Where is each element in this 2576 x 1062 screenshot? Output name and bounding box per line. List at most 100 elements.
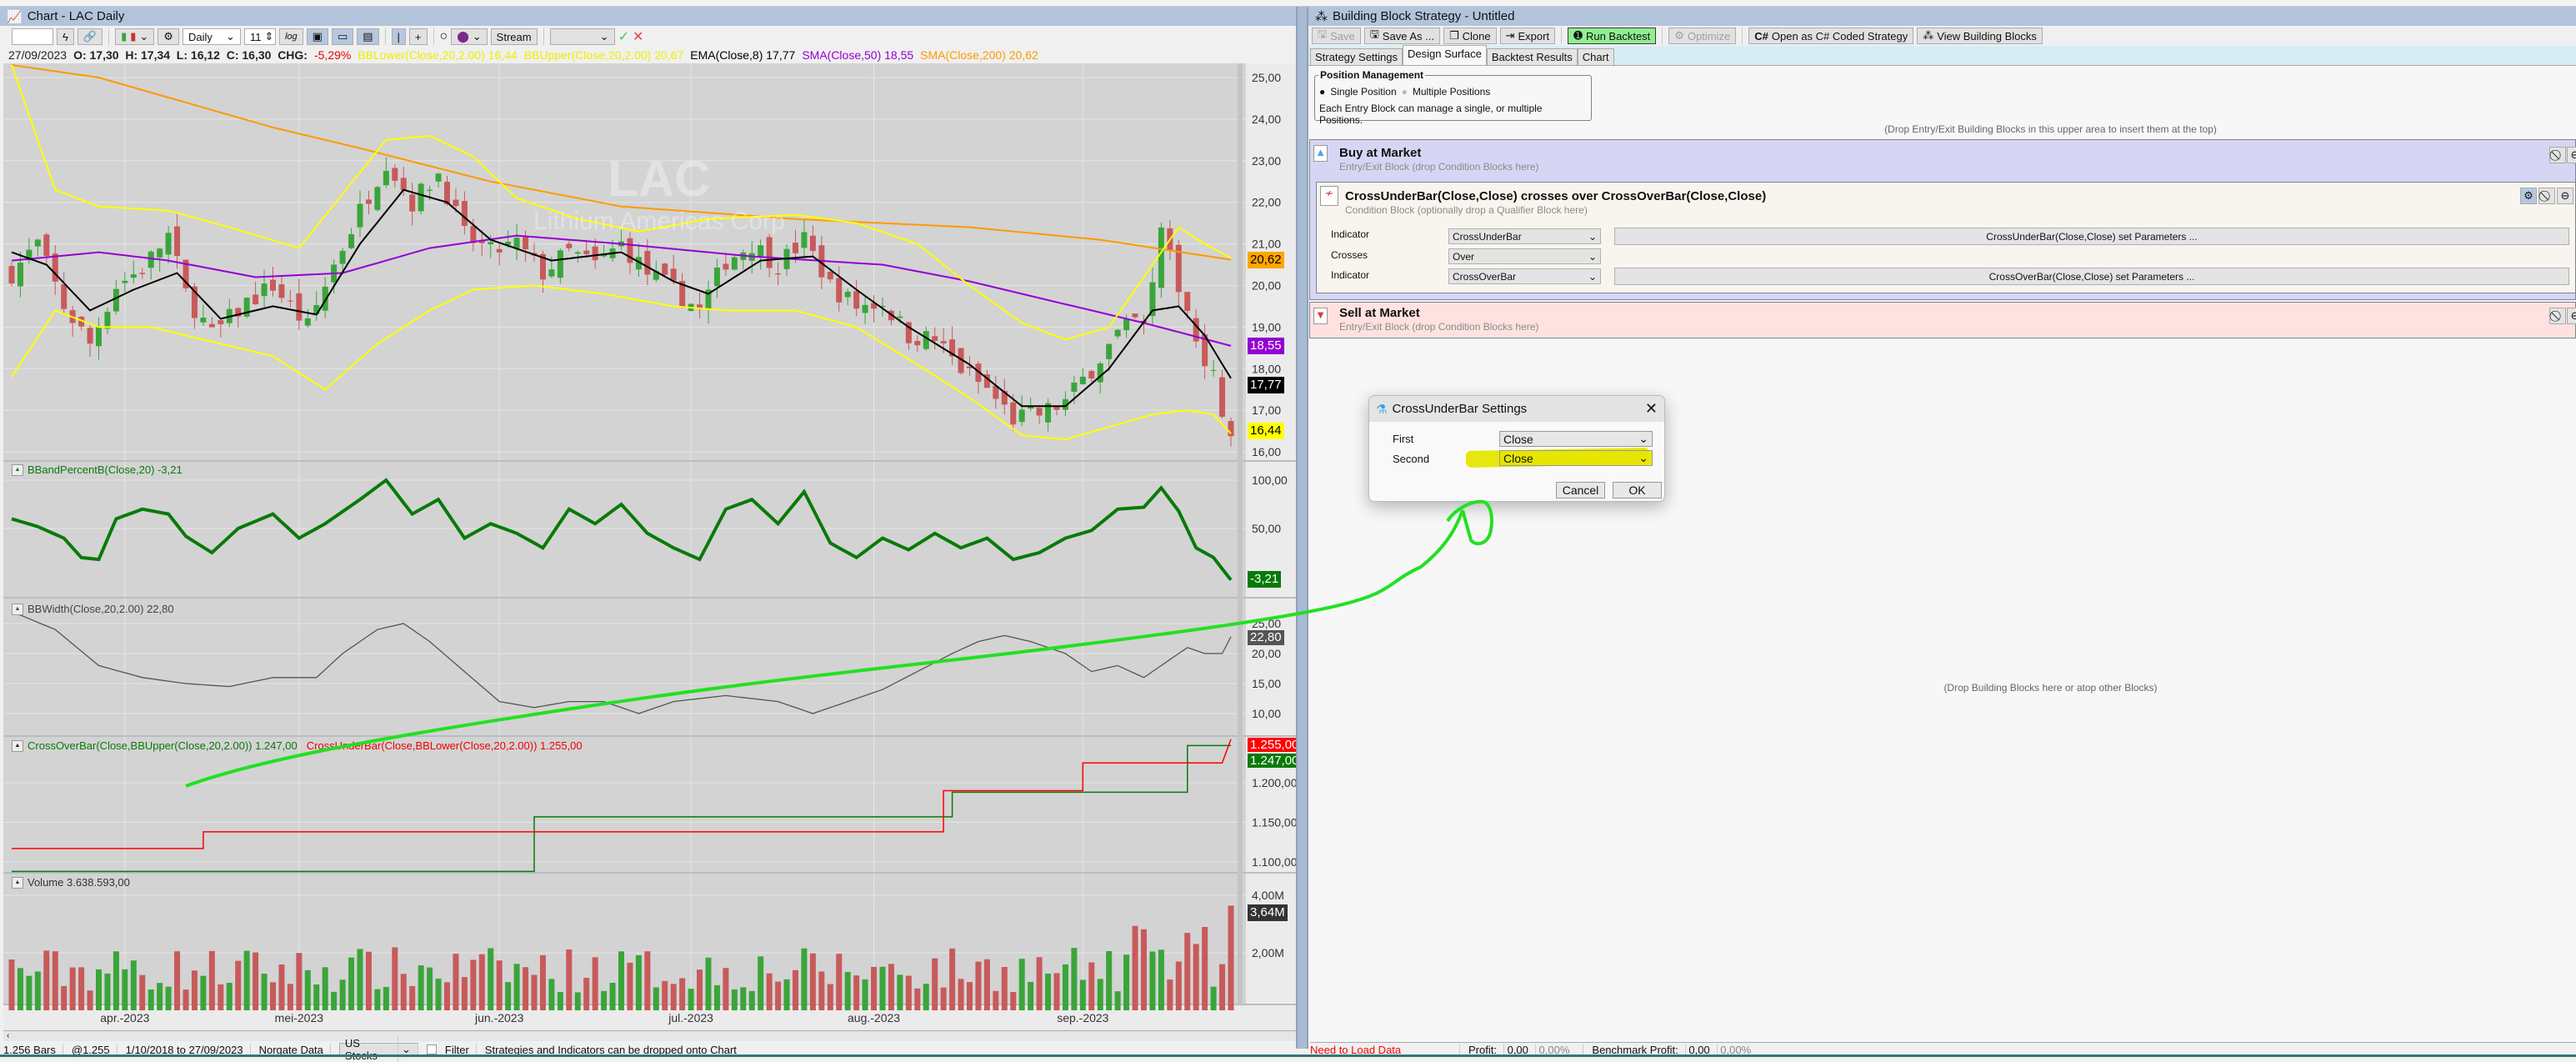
tab-strategy-settings[interactable]: Strategy Settings	[1310, 48, 1403, 65]
tab-design-surface[interactable]: Design Surface	[1403, 45, 1487, 65]
volume-bar	[313, 984, 320, 1010]
indicator-1-select[interactable]: CrossUnderBar ⌄	[1448, 228, 1601, 244]
first-select[interactable]: Close ⌄	[1499, 431, 1653, 447]
watermark-symbol: LAC	[608, 151, 711, 207]
chart-style-button[interactable]: ▮ ▮ ⌄	[115, 28, 155, 45]
volume-bar	[435, 978, 442, 1010]
disable-icon[interactable]: ⃠	[2549, 147, 2566, 163]
ok-button[interactable]: OK	[1613, 482, 1662, 498]
calendar-icon[interactable]: ▤	[357, 28, 379, 45]
candle-body	[304, 318, 311, 326]
volume-bar	[1036, 957, 1043, 1010]
cursor-mode-button[interactable]: |	[391, 28, 406, 45]
sell-block-subtitle: Entry/Exit Block (drop Condition Blocks …	[1339, 321, 1539, 333]
price-axis-label: 22,00	[1252, 196, 1281, 209]
candle-body	[853, 291, 860, 309]
chart-title-bar[interactable]: 📈 Chart - LAC Daily	[0, 7, 1296, 26]
pane-icon[interactable]: ▭	[331, 28, 354, 45]
candle-body	[418, 183, 424, 212]
scale-select[interactable]: Daily ⌄	[182, 28, 241, 45]
candle-body	[8, 266, 15, 284]
candle-body	[862, 304, 868, 313]
candle-body	[592, 246, 598, 261]
export-button[interactable]: ⇥ Export	[1499, 28, 1556, 44]
volume-bar	[122, 969, 128, 1010]
lightning-icon[interactable]: ϟ	[57, 28, 74, 45]
date-axis-label: mei-2023	[275, 1011, 324, 1024]
candle-body	[243, 298, 250, 317]
strategy-select[interactable]: ⌄	[549, 28, 615, 45]
remove-icon[interactable]: ⊖	[2567, 147, 2576, 163]
first-label: First	[1393, 433, 1414, 445]
tab-backtest-results[interactable]: Backtest Results	[1486, 48, 1578, 65]
strategy-title-bar[interactable]: ⁂ Building Block Strategy - Untitled	[1308, 7, 2576, 26]
volume-bar	[758, 956, 764, 1010]
disable-icon[interactable]: ⃠	[2538, 188, 2555, 204]
indicator-2-params-button[interactable]: CrossOverBar(Close,Close) set Parameters…	[1614, 268, 2569, 285]
gear-icon[interactable]: ⚙	[2520, 188, 2537, 204]
stream-button[interactable]: Stream	[490, 28, 538, 45]
indicator-1-params-button[interactable]: CrossUnderBar(Close,Close) set Parameter…	[1614, 228, 2569, 245]
horizontal-scrollbar[interactable]: ‹	[3, 1030, 1296, 1041]
clone-button[interactable]: ❐ Clone	[1443, 28, 1497, 44]
condition-block[interactable]: ≁ CrossUnderBar(Close,Close) crosses ove…	[1316, 182, 2576, 293]
close-icon[interactable]: ✕	[1644, 400, 1658, 417]
crosshair-button[interactable]: +	[408, 28, 428, 45]
optimize-button[interactable]: ⚙ Optimize	[1668, 28, 1737, 44]
filter-checkbox[interactable]	[426, 1044, 437, 1054]
tab-chart[interactable]: Chart	[1577, 48, 1614, 65]
percentb-pane-label: ▲ BBandPercentB(Close,20) -3,21	[12, 463, 183, 476]
candle-icon: ▮	[121, 30, 128, 43]
data-window-icon[interactable]: ▣	[306, 28, 328, 45]
crosses-select[interactable]: Over ⌄	[1448, 248, 1601, 264]
sell-at-market-block[interactable]: ▼ Sell at Market Entry/Exit Block (drop …	[1309, 302, 2576, 338]
collapse-pane-button[interactable]: ▲	[12, 739, 23, 752]
volume-bar	[775, 981, 782, 1010]
crossunderbar-settings-dialog: ⚗ CrossUnderBar Settings ✕ First Close ⌄ …	[1368, 395, 1665, 502]
symbol-input[interactable]	[12, 28, 53, 45]
volume-bar	[400, 974, 407, 1010]
candle-body	[679, 281, 686, 307]
open-csharp-button[interactable]: C# Open as C# Coded Strategy	[1748, 28, 1914, 44]
crossover-chart-icon: ≁	[1320, 186, 1338, 206]
second-select[interactable]: Close ⌄	[1499, 450, 1653, 466]
gear-icon[interactable]: ⚙	[158, 28, 179, 45]
separator	[1662, 28, 1663, 44]
indicator-1-label: Indicator	[1331, 228, 1370, 240]
bar-spacing-spinner[interactable]: 11 ⇕	[243, 28, 276, 45]
candle-body	[983, 374, 990, 388]
radio-icon[interactable]: ○	[439, 29, 448, 43]
dialog-title: CrossUnderBar Settings	[1392, 402, 1528, 416]
view-building-blocks-button[interactable]: ⁂ View Building Blocks	[1917, 28, 2043, 44]
candle-body	[461, 201, 468, 227]
log-scale-button[interactable]: log	[278, 28, 303, 45]
candle-body	[705, 289, 712, 310]
volume-bar	[740, 987, 747, 1010]
position-management-note: Each Entry Block can manage a single, or…	[1319, 103, 1543, 126]
link-icon[interactable]: 🔗	[77, 28, 103, 45]
save-button[interactable]: 🖫 Save	[1312, 28, 1361, 44]
window-splitter[interactable]	[1296, 7, 1308, 1049]
candle-body	[1158, 227, 1164, 288]
remove-icon[interactable]: ⊖	[2567, 308, 2576, 324]
theme-select[interactable]: ⬤ ⌄	[451, 28, 488, 45]
universe-value: US Stocks	[345, 1037, 398, 1062]
candle-body	[200, 318, 207, 323]
run-backtest-button[interactable]: ➊ Run Backtest	[1568, 28, 1657, 44]
collapse-pane-button[interactable]: ▲	[12, 603, 23, 615]
candle-body	[662, 263, 668, 275]
indicator-2-select[interactable]: CrossOverBar ⌄	[1448, 268, 1601, 284]
cancel-x-icon[interactable]: ✕	[632, 30, 644, 44]
volume-bar	[853, 975, 860, 1010]
candle-body	[496, 248, 503, 253]
save-as-button[interactable]: 🖫 Save As ...	[1363, 28, 1440, 44]
single-position-radio[interactable]: ●	[1319, 86, 1326, 98]
remove-icon[interactable]: ⊖	[2557, 188, 2573, 204]
disable-icon[interactable]: ⃠	[2549, 308, 2566, 324]
multiple-positions-radio[interactable]: ●	[1401, 86, 1408, 98]
collapse-pane-button[interactable]: ▲	[12, 876, 23, 889]
collapse-pane-button[interactable]: ▲	[12, 463, 23, 476]
apply-check-icon[interactable]: ✓	[618, 30, 629, 44]
dialog-title-bar[interactable]: ⚗ CrossUnderBar Settings ✕	[1369, 396, 1664, 422]
cancel-button[interactable]: Cancel	[1556, 482, 1605, 498]
